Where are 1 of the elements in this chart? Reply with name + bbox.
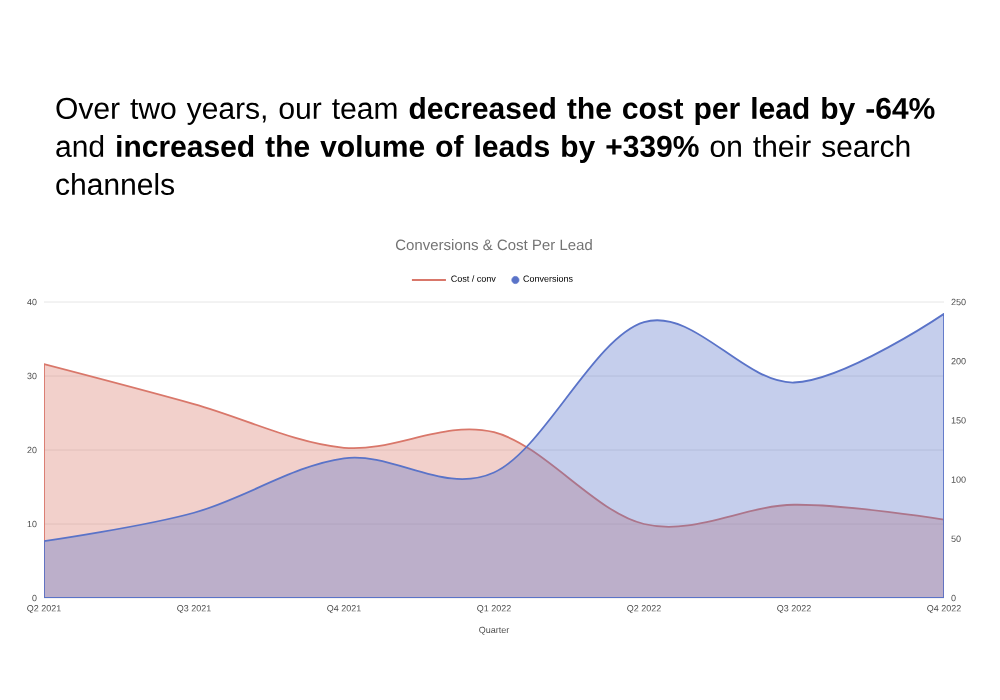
chart-title: Over two years, our team decreased the cost per lead by -64% and increased the volume of leads by +339% on their search channels xyxy=(56,97,935,196)
